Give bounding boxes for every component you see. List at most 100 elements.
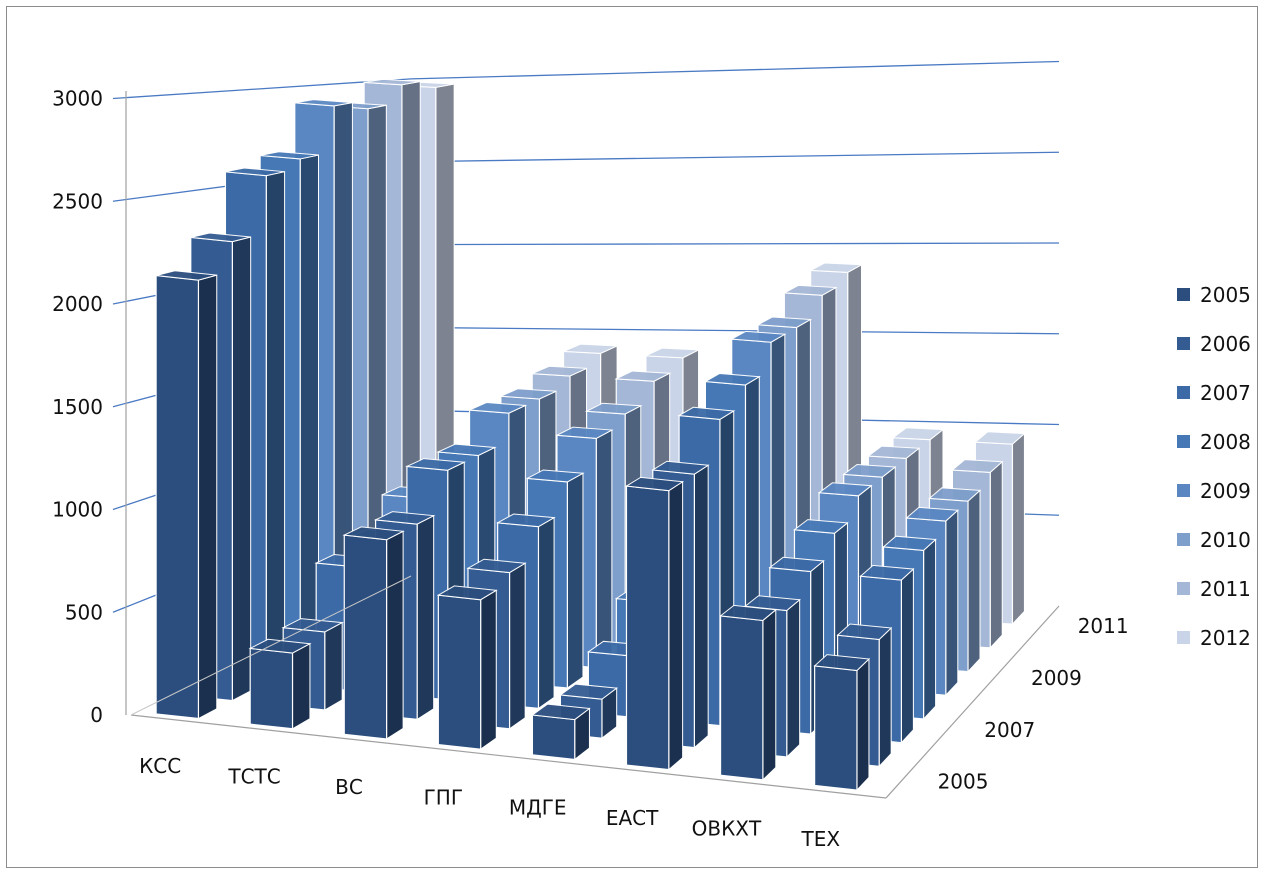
bar-side [566,472,584,689]
y-tick-label: 500 [65,600,103,624]
legend-swatch [1177,582,1190,595]
legend-swatch [1177,631,1190,644]
bar-2005-ОВКХТ [719,604,778,782]
bar-side [945,509,959,697]
bar-top [793,519,849,534]
bar-top [866,445,921,459]
legend-item: 2007 [1177,368,1251,417]
x-tick-label: ГПГ [424,785,463,809]
y-tick-label: 0 [90,703,103,727]
bar-side [509,562,526,730]
bar-top [951,459,1004,473]
bar-top [294,99,353,107]
bar-top [677,406,736,420]
x-tick-label: ВС [335,775,363,799]
bar-top [905,506,960,522]
chart-frame: 0 500 1000 1500 2000 2500 3000 КСС ТСТС ВС ГПГ МДГЕ… [6,6,1258,868]
bar-side [324,621,343,711]
bar-front [719,615,764,781]
bar-top [155,270,217,281]
legend-swatch [1177,435,1190,448]
bar-top [756,316,813,329]
bar-top [373,511,436,525]
bar-side [595,429,613,669]
bar-side [416,514,435,721]
legend-label: 2008 [1200,429,1251,454]
bar-side [537,516,555,710]
legend-label: 2009 [1200,478,1251,503]
bar-side [786,598,801,759]
bar-side [989,460,1003,650]
bar-top [782,284,838,296]
bar-top [584,402,643,415]
legend: 2005 2006 2007 2008 2009 2010 2011 2012 [1177,270,1251,662]
legend-swatch [1177,288,1190,301]
bar-top [190,232,251,243]
bar-front [249,647,294,730]
gridline-back [410,151,1060,163]
depth-tick-label: 2011 [1078,614,1129,638]
bar-top [882,535,937,551]
x-tick-label: ТЕХ [801,827,841,851]
bar-top [555,426,614,439]
bar-2005-ТСТС [248,638,312,730]
gridline-back [410,242,1060,246]
bar-top [813,654,871,672]
y-tick-label: 1500 [52,395,103,419]
bar-side [923,538,937,721]
bar-top [405,458,467,471]
legend-swatch [1177,484,1190,497]
legend-item: 2011 [1177,564,1251,613]
legend-item: 2009 [1177,466,1251,515]
gridline-back [410,60,1060,80]
y-tick-label: 1000 [52,498,103,522]
axes: 0 500 1000 1500 2000 2500 3000 КСС ТСТС ВС ГПГ МДГЕ… [52,87,1129,851]
bar-2005-ЕАСТ [624,476,685,771]
chart-3d-bar: 0 500 1000 1500 2000 2500 3000 КСС ТСТС ВС ГПГ МДГЕ… [52,60,1129,851]
floor-left-edge [130,575,412,716]
bar-top [891,427,945,441]
bar-top [525,469,585,483]
bar-top [495,513,556,528]
legend-item: 2006 [1177,319,1251,368]
bar-top [436,443,497,456]
bar-front [531,714,576,761]
bar-top [500,388,557,400]
bar-top [342,526,405,541]
bar-side [900,567,914,744]
bar-2005-ГПГ [436,585,498,751]
bar-top [531,703,591,721]
depth-tick-label: 2007 [984,718,1035,742]
bar-top [928,487,982,502]
x-tick-label: КСС [139,754,181,778]
depth-tick-label: 2005 [938,770,989,794]
legend-item: 2010 [1177,515,1251,564]
legend-label: 2006 [1200,331,1251,356]
bar-side [856,657,870,792]
bar-2005-МДГЕ [531,703,591,761]
bar-top [703,372,761,386]
y-tick-label: 3000 [52,87,103,111]
bar-front [814,665,858,791]
bar-side [878,626,892,768]
bar-side [231,236,252,702]
legend-swatch [1177,386,1190,399]
bar-side [693,464,709,749]
gridline-back [410,326,1060,335]
legend-label: 2011 [1200,576,1251,601]
x-axis-line [130,714,887,799]
bar-top [651,460,710,475]
bar-top [614,370,672,382]
bar-side [1011,432,1025,626]
x-tick-label: ЕАСТ [606,806,659,830]
depth-tick-label: 2009 [1031,666,1082,690]
bar-top [974,431,1026,445]
bar-top [768,556,825,572]
bar-side [668,480,684,771]
bar-top [559,683,619,700]
legend-swatch [1177,533,1190,546]
x-tick-label: ОВКХТ [692,816,762,840]
legend-label: 2007 [1200,380,1251,405]
x-tick-label: МДГЕ [509,796,567,820]
bar-side [292,642,311,730]
